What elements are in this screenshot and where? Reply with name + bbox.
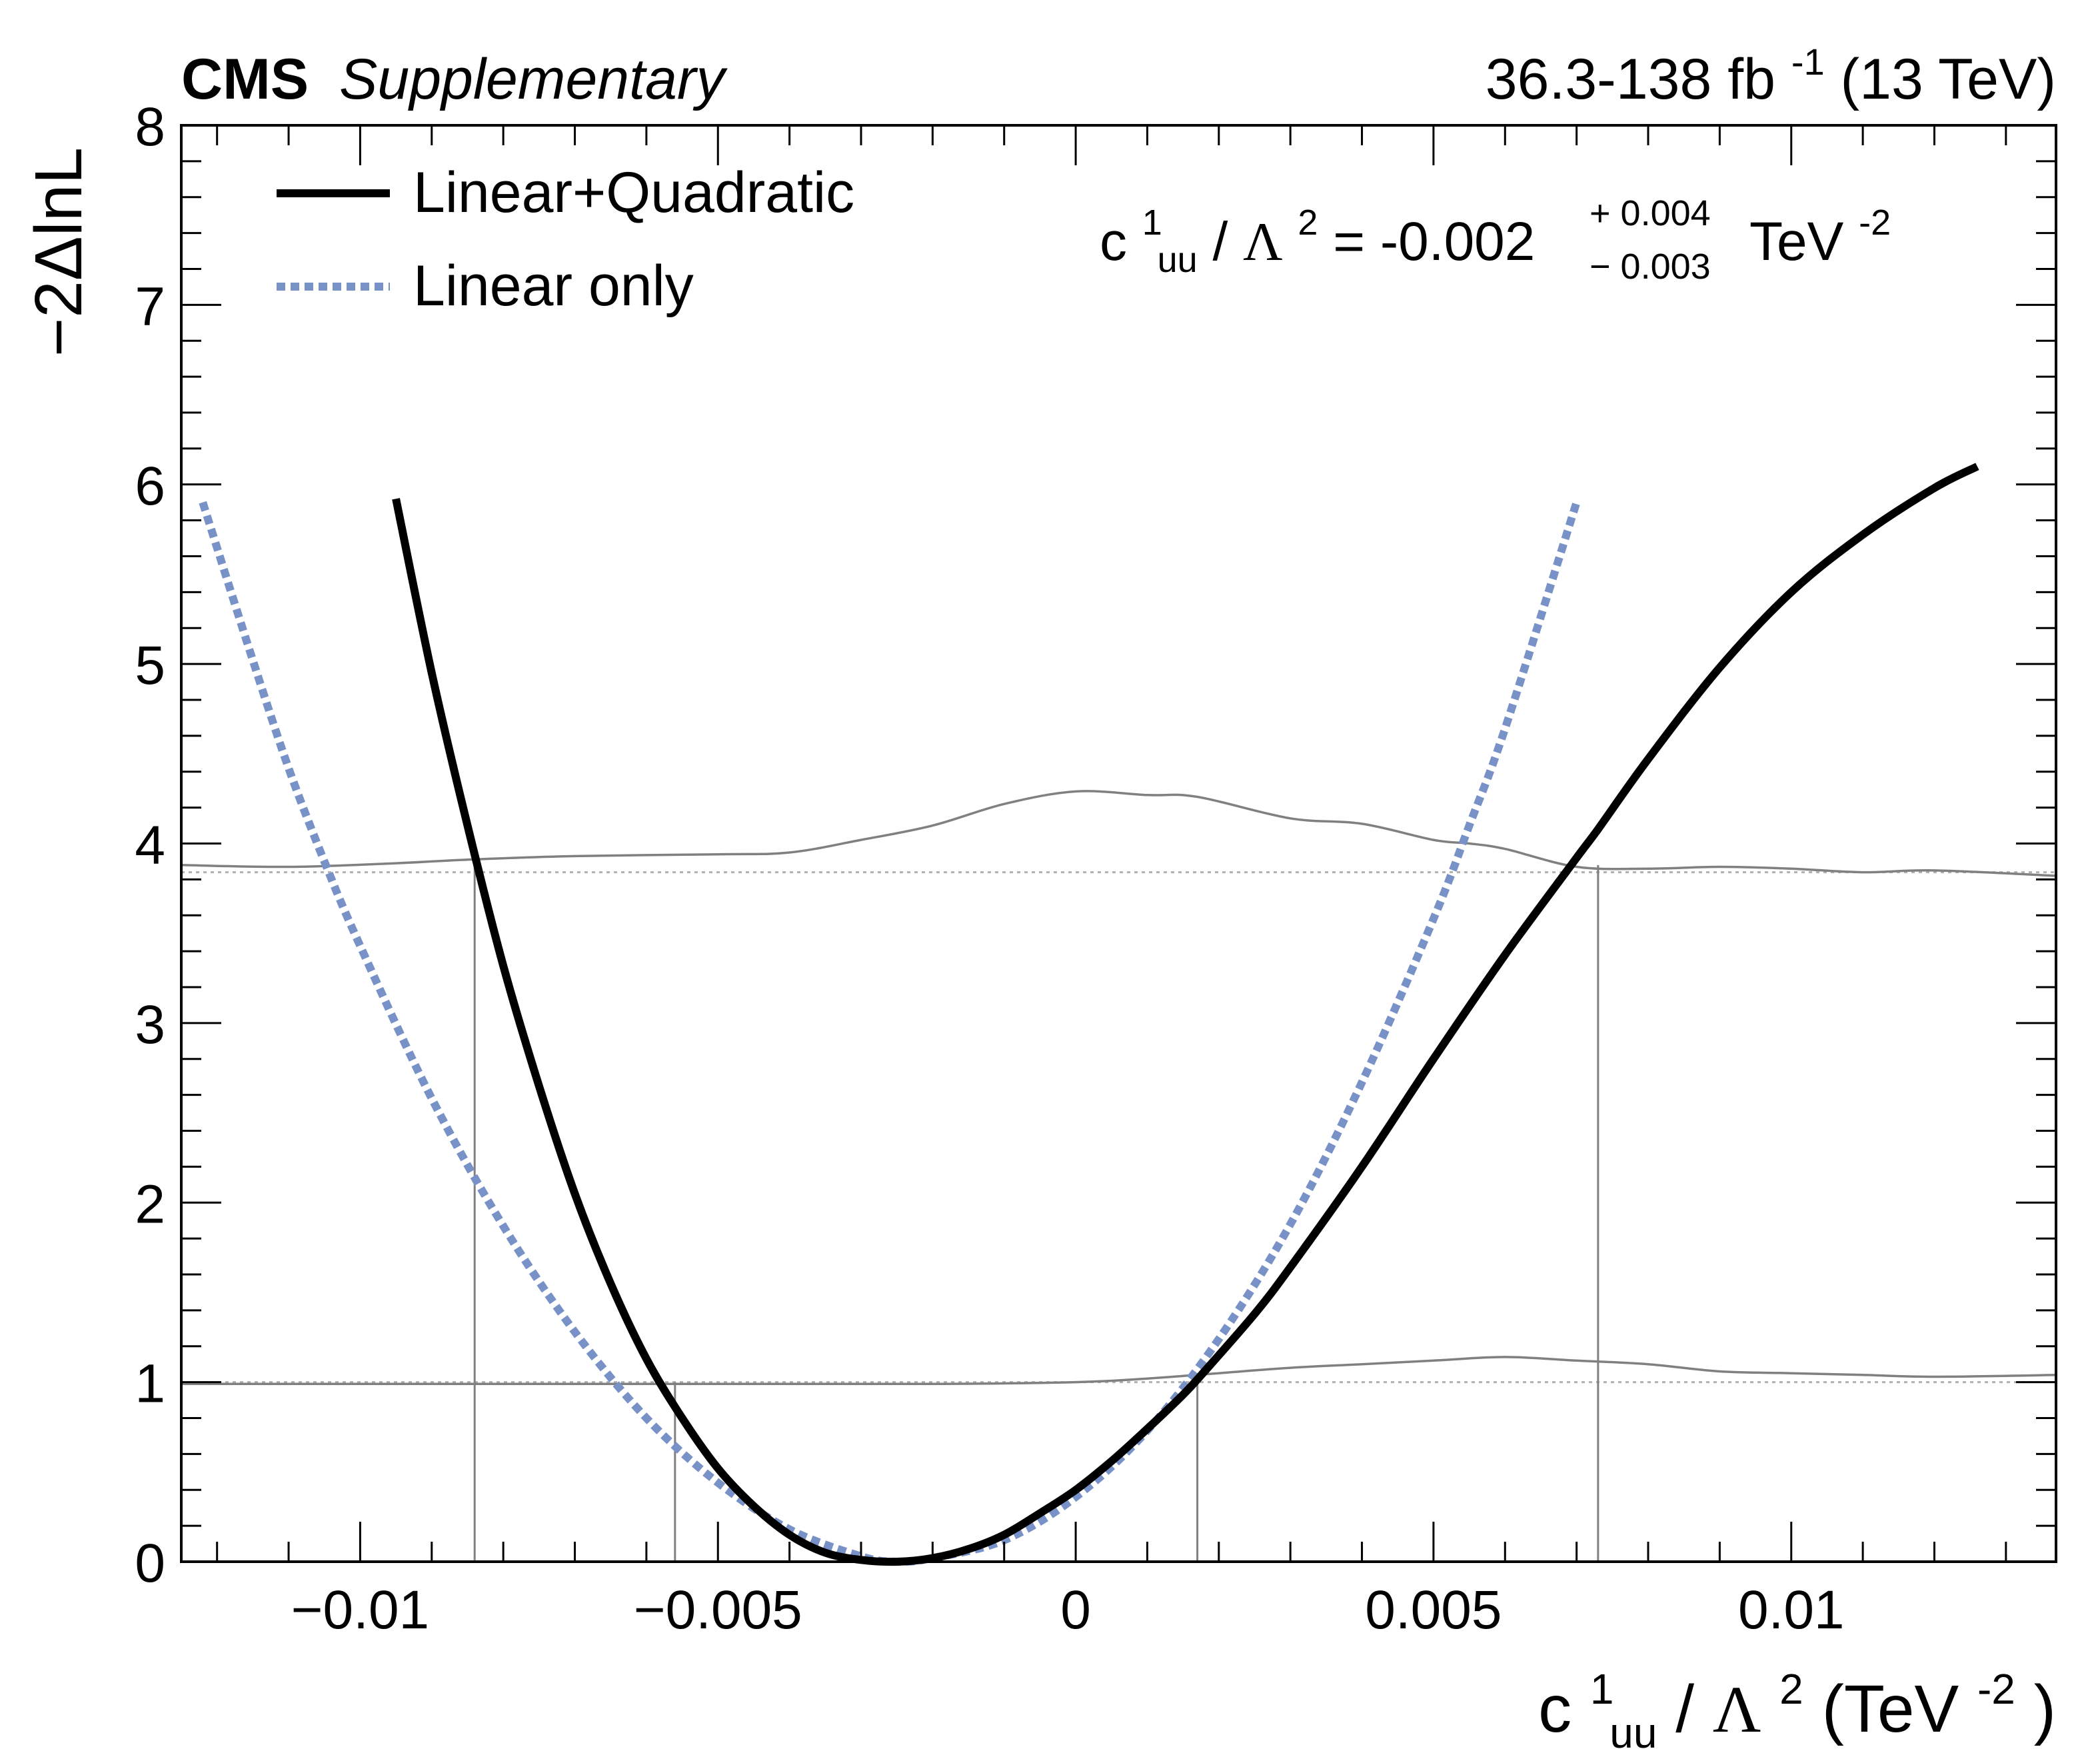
- x-label-scale-exponent: 2: [1779, 1665, 1803, 1713]
- result-unit-group: TeV -2: [1749, 203, 1891, 272]
- series-line-0: [392, 463, 1979, 1566]
- legend-label-linear-quadratic: Linear+Quadratic: [413, 161, 854, 225]
- x-label-unit-exponent: -2: [1977, 1665, 2015, 1713]
- y-axis-label: −2ΔlnL: [21, 147, 96, 357]
- series-line-3: [181, 1356, 2057, 1386]
- result-superscript: 1: [1142, 203, 1162, 243]
- x-tick-label-4: 0.01: [1738, 1580, 1845, 1640]
- x-tick-label-2: 0: [1060, 1580, 1091, 1640]
- energy-label: (13 TeV): [1841, 47, 2056, 111]
- result-unit: TeV: [1749, 211, 1844, 272]
- experiment-label: CMS: [181, 47, 309, 111]
- threshold-curves: [181, 790, 2057, 1386]
- lumi-label: 36.3-138 fb: [1486, 47, 1775, 111]
- x-label-unit: (TeV: [1822, 1672, 1959, 1746]
- fit-result-annotation: c 1 uu / Λ 2 = -0.002: [1100, 186, 1535, 284]
- y-tick-label-5: 5: [135, 635, 165, 696]
- plot-frame: [180, 124, 2057, 1563]
- result-unit-exponent: -2: [1859, 203, 1891, 243]
- x-label-slash: /: [1675, 1672, 1713, 1746]
- y-tick-label-2: 2: [135, 1174, 165, 1234]
- x-axis-label: c 1 uu / Λ 2 (TeV -2 ): [1538, 1644, 2056, 1762]
- result-central: -0.002: [1380, 211, 1536, 272]
- x-tick-label-1: −0.005: [634, 1580, 802, 1640]
- likelihood-curves: [199, 463, 1979, 1566]
- x-label-unit-close: ): [2034, 1672, 2056, 1746]
- x-label-superscript: 1: [1590, 1665, 1614, 1713]
- x-label-subscript: uu: [1609, 1709, 1657, 1757]
- status-label: Supplementary: [339, 47, 728, 111]
- interval-markers: [473, 865, 1599, 1562]
- legend-label-linear-only: Linear only: [413, 254, 694, 318]
- result-scale: Λ: [1243, 211, 1282, 272]
- result-slash: /: [1213, 211, 1244, 272]
- legend: Linear+Quadratic Linear only: [277, 161, 854, 318]
- lumi-exponent: -1: [1791, 41, 1825, 83]
- y-tick-label-1: 1: [135, 1354, 165, 1414]
- y-tick-label-4: 4: [135, 815, 165, 876]
- y-tick-label-8: 8: [135, 97, 165, 157]
- result-subscript: uu: [1158, 240, 1198, 280]
- y-tick-label-6: 6: [135, 456, 165, 517]
- axis-tick-labels: 0 1 2 3 4 5 6 7 8 −0.01 −0.005 0 0.005 0.01: [135, 97, 1844, 1640]
- result-plus-error: + 0.004: [1589, 193, 1711, 233]
- x-tick-label-0: −0.01: [291, 1580, 429, 1640]
- y-tick-label-0: 0: [135, 1533, 165, 1594]
- y-tick-label-7: 7: [135, 276, 165, 337]
- result-minus-error: − 0.003: [1589, 247, 1711, 287]
- x-label-coefficient: c: [1538, 1672, 1572, 1746]
- reference-lines: [181, 871, 2056, 1384]
- series-line-2: [181, 790, 2057, 877]
- x-label-scale: Λ: [1713, 1672, 1761, 1746]
- header-right: 36.3-138 fb -1 (13 TeV): [1486, 23, 2056, 111]
- y-tick-label-3: 3: [135, 994, 165, 1055]
- x-tick-label-3: 0.005: [1365, 1580, 1502, 1640]
- header-left: CMS Supplementary: [181, 47, 728, 111]
- result-coefficient: c: [1100, 211, 1127, 272]
- result-scale-exponent: 2: [1298, 203, 1318, 243]
- series-line-1: [199, 501, 1581, 1566]
- axis-ticks: [181, 124, 2056, 1563]
- result-equals: =: [1333, 211, 1380, 272]
